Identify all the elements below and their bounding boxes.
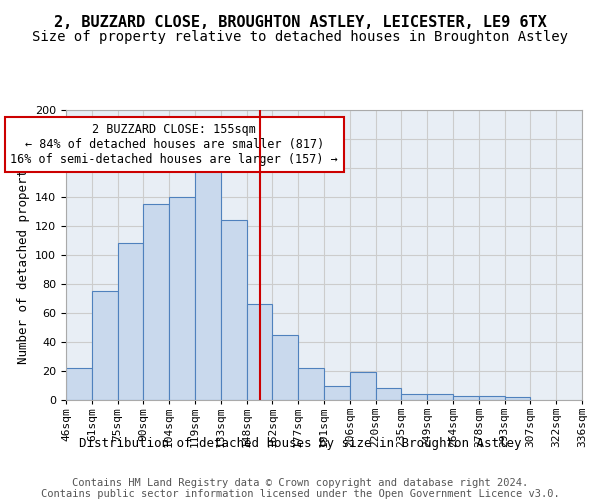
Bar xyxy=(505,397,530,400)
Text: Distribution of detached houses by size in Broughton Astley: Distribution of detached houses by size … xyxy=(79,438,521,450)
Bar xyxy=(298,368,324,400)
Bar xyxy=(221,220,247,400)
Bar xyxy=(401,394,427,400)
Bar xyxy=(118,244,143,400)
Bar xyxy=(453,396,479,400)
Text: Size of property relative to detached houses in Broughton Astley: Size of property relative to detached ho… xyxy=(32,30,568,44)
Bar xyxy=(479,396,505,400)
Bar xyxy=(195,168,221,400)
Bar xyxy=(143,204,169,400)
Text: 2 BUZZARD CLOSE: 155sqm
← 84% of detached houses are smaller (817)
16% of semi-d: 2 BUZZARD CLOSE: 155sqm ← 84% of detache… xyxy=(10,123,338,166)
Bar xyxy=(272,335,298,400)
Text: Contains HM Land Registry data © Crown copyright and database right 2024.
Contai: Contains HM Land Registry data © Crown c… xyxy=(41,478,559,499)
Text: 2, BUZZARD CLOSE, BROUGHTON ASTLEY, LEICESTER, LE9 6TX: 2, BUZZARD CLOSE, BROUGHTON ASTLEY, LEIC… xyxy=(53,15,547,30)
Bar xyxy=(427,394,453,400)
Bar xyxy=(350,372,376,400)
Bar xyxy=(247,304,272,400)
Bar xyxy=(66,368,92,400)
Bar xyxy=(92,291,118,400)
Bar xyxy=(169,197,195,400)
Y-axis label: Number of detached properties: Number of detached properties xyxy=(17,146,29,364)
Bar xyxy=(376,388,401,400)
Bar xyxy=(324,386,350,400)
